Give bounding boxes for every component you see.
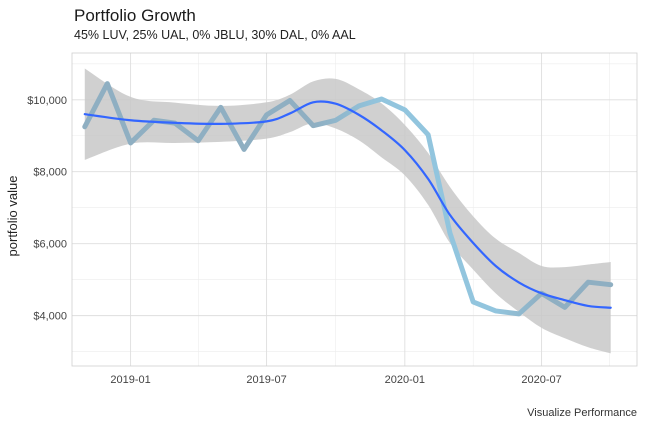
smooth-trend-line (83, 100, 612, 309)
x-tick-label: 2019-07 (246, 374, 286, 386)
x-tick-label: 2020-07 (521, 374, 561, 386)
panel-border (71, 52, 638, 367)
y-tick-label: $6,000 (33, 239, 67, 251)
x-tick-label: 2019-01 (110, 374, 150, 386)
confidence-band (84, 68, 611, 354)
x-tick-label: 2020-01 (385, 374, 425, 386)
y-tick-label: $4,000 (33, 311, 67, 323)
y-tick-label: $10,000 (27, 95, 67, 107)
chart-title: Portfolio Growth (74, 6, 196, 25)
y-tick-label: $8,000 (33, 167, 67, 179)
chart-caption: Visualize Performance (527, 407, 637, 419)
y-axis-title: portfolio value (5, 176, 20, 257)
confidence-band-layer (84, 68, 611, 354)
smooth-layer (83, 100, 612, 309)
axes-layer: $4,000 $6,000 $8,000 $10,000 2019-01 2019-07 2… (27, 52, 638, 386)
chart-subtitle: 45% LUV, 25% UAL, 0% JBLU, 30% DAL, 0% A… (74, 28, 356, 42)
